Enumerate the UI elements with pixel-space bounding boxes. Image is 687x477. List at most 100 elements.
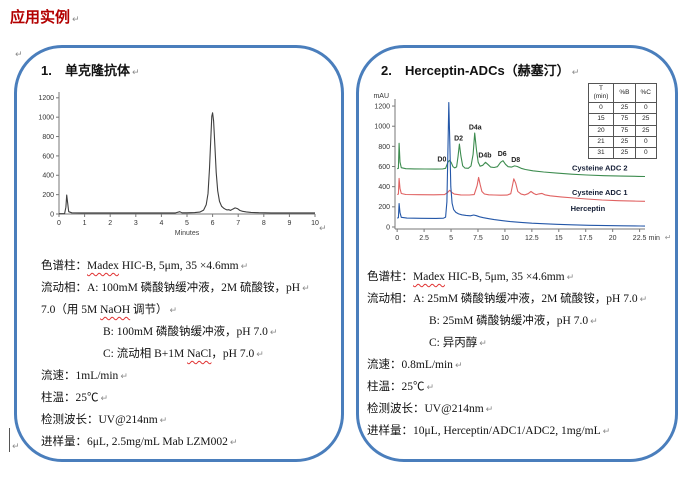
gradient-table-cell: 0	[634, 135, 658, 148]
spec-line: 色谱柱：Madex HIC-B, 5μm, 35 ×4.6mm ↵	[41, 256, 327, 278]
page-title-text: 应用实例	[10, 9, 71, 26]
paragraph-mark: ↵	[485, 405, 494, 415]
misspelled-word: Madex	[87, 260, 119, 272]
svg-text:Minutes: Minutes	[175, 230, 200, 237]
spec-text: 柱温：25℃	[367, 381, 425, 393]
svg-text:D0: D0	[437, 156, 446, 163]
spec-line: 进样量：10μL, Herceptin/ADC1/ADC2, 1mg/mL ↵	[367, 421, 667, 443]
svg-text:4: 4	[159, 220, 163, 227]
paragraph-mark: ↵	[229, 438, 238, 448]
svg-text:600: 600	[378, 164, 390, 171]
paragraph-mark: ↵	[240, 262, 249, 272]
spec-text: 流动相：A: 25mM 磷酸钠缓冲液，2M 硫酸铵，pH 7.0	[367, 293, 638, 305]
svg-text:7: 7	[236, 220, 240, 227]
panel1-title: 单克隆抗体	[65, 63, 131, 78]
paragraph-mark: ↵	[454, 361, 463, 371]
spec-line: 7.0（用 5M NaOH 调节） ↵	[41, 300, 327, 322]
panel2-number: 2.	[381, 63, 392, 78]
spec-line: 柱温：25℃ ↵	[41, 388, 327, 410]
paragraph-mark: ↵	[319, 224, 327, 234]
svg-text:8: 8	[262, 220, 266, 227]
svg-text:Herceptin: Herceptin	[571, 204, 606, 213]
table-row: 31 25 0	[587, 146, 658, 159]
gradient-table-header: %C	[634, 82, 658, 104]
spec-line: 流动相：A: 100mM 磷酸钠缓冲液，2M 硫酸铵，pH ↵	[41, 278, 327, 300]
panel2-heading: 2. Herceptin-ADCs（赫塞汀） ↵	[381, 60, 675, 79]
paragraph-mark: ↵	[120, 372, 128, 382]
svg-text:↵: ↵	[665, 233, 672, 242]
spec-text: HIC-B, 5μm, 35 ×4.6mm	[444, 271, 565, 283]
svg-text:12.5: 12.5	[525, 235, 539, 242]
spec-line: B: 25mM 磷酸钠缓冲液，pH 7.0 ↵	[367, 311, 667, 333]
svg-text:800: 800	[42, 134, 54, 141]
gradient-table-cell: 31	[587, 146, 615, 159]
panel2-title: Herceptin-ADCs（赫塞汀）	[405, 63, 570, 78]
spec-text: 流动相：A: 100mM 磷酸钠缓冲液，2M 硫酸铵，pH	[41, 282, 301, 294]
svg-text:10: 10	[501, 235, 509, 242]
spec-text: C: 流动相 B+1M	[103, 348, 188, 360]
paragraph-mark: ↵	[15, 50, 23, 60]
table-row: 0 25 0	[587, 102, 658, 115]
spec-line: B: 100mM 磷酸钠缓冲液，pH 7.0 ↵	[41, 322, 327, 344]
svg-text:2.5: 2.5	[419, 235, 429, 242]
table-row: 15 75 25	[587, 113, 658, 126]
svg-text:6: 6	[211, 220, 215, 227]
svg-text:1000: 1000	[374, 124, 390, 131]
gradient-table-header: %B	[613, 82, 636, 104]
svg-text:Cysteine ADC 2: Cysteine ADC 2	[572, 164, 628, 173]
paragraph-mark: ↵	[566, 273, 575, 283]
misspelled-word: NaOH	[100, 304, 131, 316]
spec-text: 色谱柱：	[41, 260, 87, 272]
svg-text:17.5: 17.5	[579, 235, 593, 242]
gradient-table-cell: 20	[587, 124, 615, 137]
svg-text:0: 0	[395, 235, 399, 242]
spec-line: 流速：1mL/min ↵	[41, 366, 327, 388]
paragraph-mark: ↵	[12, 442, 20, 452]
svg-text:D4b: D4b	[478, 152, 491, 159]
spec-line: 流动相：A: 25mM 磷酸钠缓冲液，2M 硫酸铵，pH 7.0 ↵	[367, 289, 667, 311]
svg-text:1000: 1000	[38, 115, 54, 122]
svg-text:800: 800	[378, 144, 390, 151]
spec-line: 进样量：6μL, 2.5mg/mL Mab LZM002 ↵	[41, 432, 327, 454]
svg-text:min: min	[649, 235, 660, 242]
gradient-table-cell: 75	[613, 113, 636, 126]
svg-text:5: 5	[185, 220, 189, 227]
spec-line: 流速：0.8mL/min ↵	[367, 355, 667, 377]
spec-text: 流速：0.8mL/min	[367, 359, 453, 371]
paragraph-mark: ↵	[571, 68, 580, 78]
svg-text:200: 200	[378, 204, 390, 211]
paragraph-mark: ↵	[256, 350, 264, 360]
svg-text:22.5: 22.5	[633, 235, 647, 242]
paragraph-mark: ↵	[602, 427, 611, 437]
svg-text:9: 9	[287, 220, 291, 227]
panel-herceptin-adcs: 2. Herceptin-ADCs（赫塞汀） ↵ 0 200 400 600 800 1000…	[356, 45, 678, 462]
svg-text:10: 10	[311, 220, 319, 227]
gradient-table-cell: 25	[634, 113, 658, 126]
svg-text:20: 20	[609, 235, 617, 242]
svg-text:0: 0	[57, 220, 61, 227]
spec-line: 检测波长：UV@214nm ↵	[367, 399, 667, 421]
misspelled-word: Madex	[413, 271, 445, 283]
paragraph-mark: ↵	[590, 317, 598, 327]
svg-text:400: 400	[378, 184, 390, 191]
spec-text: 检测波长：UV@214nm	[367, 403, 484, 415]
svg-text:5: 5	[449, 235, 453, 242]
paragraph-mark: ↵	[72, 15, 80, 25]
panel1-heading: 1. 单克隆抗体 ↵	[41, 60, 341, 79]
table-row: 21 25 0	[587, 135, 658, 148]
spec-text: 柱温：25℃	[41, 392, 99, 404]
spec-text: HIC-B, 5μm, 35 ×4.6mm	[118, 260, 239, 272]
paragraph-mark: ↵	[639, 295, 648, 305]
page-title: 应用实例 ↵	[10, 6, 80, 27]
spec-text: 色谱柱：	[367, 271, 413, 283]
svg-text:D8: D8	[511, 157, 520, 164]
paragraph-mark: ↵	[426, 383, 435, 393]
spec-line: C: 流动相 B+1M NaCl，pH 7.0 ↵	[41, 344, 327, 366]
svg-text:D2: D2	[454, 135, 463, 142]
gradient-table-cell: 0	[634, 102, 658, 115]
spec-line: 柱温：25℃ ↵	[367, 377, 667, 399]
panel-monoclonal-antibody: 1. 单克隆抗体 ↵ 0 200 400 600 800 1000 1200 0 1 2 3 4 5 6 7 8 9…	[14, 45, 344, 462]
spec-text: 进样量：10μL, Herceptin/ADC1/ADC2, 1mg/mL	[367, 425, 601, 437]
